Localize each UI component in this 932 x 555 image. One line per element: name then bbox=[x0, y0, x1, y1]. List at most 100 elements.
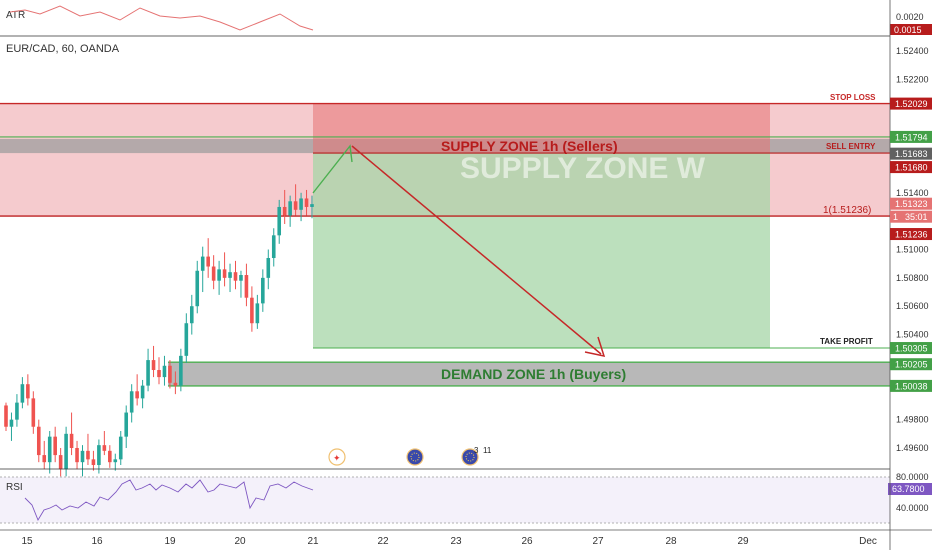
time-axis-tick: 26 bbox=[521, 536, 533, 547]
price-tag bbox=[890, 358, 932, 371]
candle-body bbox=[9, 419, 14, 427]
candle-body bbox=[97, 445, 101, 466]
candle-body bbox=[304, 198, 309, 207]
candle-body bbox=[80, 450, 85, 463]
time-axis-tick: 16 bbox=[91, 536, 103, 547]
candle-body bbox=[118, 436, 123, 460]
event-count-b: 11 bbox=[483, 446, 492, 455]
candle-body bbox=[20, 384, 25, 403]
candle-body bbox=[222, 269, 227, 278]
rsi-line bbox=[24, 479, 314, 522]
candle-body bbox=[282, 206, 287, 216]
candle-body bbox=[31, 398, 36, 427]
candle-body bbox=[293, 201, 298, 210]
candle-body bbox=[42, 455, 47, 463]
candle-body bbox=[244, 275, 249, 298]
price-axis-tick: 1.52400 bbox=[896, 46, 929, 56]
price-tag-text: 1.50038 bbox=[895, 381, 928, 391]
price-tag-text: 1.50205 bbox=[895, 360, 928, 370]
event-count-a: 3 bbox=[474, 446, 479, 455]
candle-body bbox=[146, 360, 150, 386]
candle-body bbox=[58, 455, 63, 470]
time-axis-tick: 19 bbox=[164, 536, 176, 547]
candle-body bbox=[91, 459, 96, 466]
time-axis-tick: Dec bbox=[859, 536, 877, 547]
price-tag-text: 1.51680 bbox=[895, 163, 928, 173]
candle-body bbox=[157, 370, 161, 378]
candle-body bbox=[266, 258, 271, 278]
price-axis: 1.52400 1.52200 1.51400 1.51000 1.50800 1.506… bbox=[889, 0, 932, 550]
rsi-pane: RSI 80.0000 40.0000 63.7800 bbox=[0, 472, 932, 524]
take-profit-box bbox=[313, 153, 770, 349]
candle-body bbox=[217, 269, 221, 281]
candle-body bbox=[195, 270, 200, 307]
candle-body bbox=[15, 402, 19, 420]
price-tag bbox=[890, 147, 932, 160]
candle-body bbox=[102, 445, 107, 451]
demand-zone-label: DEMAND ZONE 1h (Buyers) bbox=[441, 366, 626, 382]
price-axis-tick: 1.49600 bbox=[896, 443, 929, 453]
price-axis-tick: 1.50600 bbox=[896, 301, 929, 311]
candle-body bbox=[108, 450, 112, 463]
candle-body bbox=[239, 275, 243, 281]
candle-body bbox=[233, 272, 238, 281]
fib-label: 1(1.51236) bbox=[823, 205, 871, 216]
candle-body bbox=[69, 433, 74, 448]
stop-loss-label: STOP LOSS bbox=[830, 93, 876, 102]
candle-body bbox=[75, 448, 79, 463]
atr-pane: ATR 0.0020 0.0015 bbox=[0, 5, 932, 37]
event-icon-eu[interactable] bbox=[406, 448, 424, 466]
price-tag bbox=[890, 97, 932, 110]
candle-body bbox=[162, 365, 167, 378]
price-axis-tick: 1.49800 bbox=[896, 415, 929, 425]
candle-body bbox=[168, 365, 172, 383]
atr-line bbox=[9, 5, 314, 31]
candle-body bbox=[255, 303, 260, 324]
time-axis: 15 16 19 20 21 22 23 26 27 28 29 Dec bbox=[0, 529, 932, 547]
candle-body bbox=[64, 433, 68, 470]
demand-zone bbox=[168, 362, 890, 386]
price-axis-tick: 1.51400 bbox=[896, 188, 929, 198]
atr-label: ATR bbox=[6, 10, 25, 21]
candle-body bbox=[228, 272, 232, 278]
fib-axis-marker: 1 bbox=[893, 212, 898, 222]
price-tag-text: 1.52029 bbox=[895, 99, 928, 109]
candle-body bbox=[36, 426, 41, 456]
rsi-axis-tick: 80.0000 bbox=[896, 472, 929, 482]
candle-body bbox=[135, 391, 139, 399]
candle-body bbox=[140, 385, 145, 399]
price-tag bbox=[890, 228, 932, 241]
candle-body bbox=[151, 360, 156, 371]
price-tag-text: 35:01 bbox=[905, 212, 928, 222]
candle-body bbox=[86, 450, 90, 460]
price-tag bbox=[890, 379, 932, 392]
event-icon-multi[interactable]: 3 11 bbox=[461, 446, 492, 466]
atr-current-tag bbox=[890, 24, 932, 35]
price-tag-text: 1.51323 bbox=[895, 199, 928, 209]
candle-body bbox=[200, 256, 205, 271]
candle-body bbox=[299, 198, 303, 210]
candle-body bbox=[129, 391, 134, 413]
atr-axis-tick: 0.0020 bbox=[896, 12, 924, 22]
rsi-band bbox=[0, 477, 890, 523]
event-icon-canada[interactable]: ✦ bbox=[328, 448, 346, 466]
rsi-current-value: 63.7800 bbox=[892, 484, 925, 494]
candle-body bbox=[211, 266, 216, 281]
projection-up-line bbox=[312, 144, 353, 194]
price-tag bbox=[890, 342, 932, 355]
candle-body bbox=[4, 405, 8, 427]
candles bbox=[4, 184, 314, 477]
supply-zone-label: SUPPLY ZONE 1h (Sellers) bbox=[441, 138, 618, 154]
svg-text:✦: ✦ bbox=[333, 453, 341, 463]
stop-loss-box bbox=[313, 103, 770, 154]
candle-body bbox=[124, 412, 129, 437]
time-axis-tick: 27 bbox=[592, 536, 604, 547]
price-axis-tick: 1.51000 bbox=[896, 245, 929, 255]
price-tag-text: 1.51794 bbox=[895, 132, 928, 142]
price-pane: EUR/CAD, 60, OANDA SUPPLY ZONE W SUPPLY … bbox=[0, 43, 890, 477]
candle-body bbox=[189, 306, 194, 324]
rsi-label: RSI bbox=[6, 482, 23, 493]
price-tag-text: 1.50305 bbox=[895, 344, 928, 354]
arrow-head bbox=[584, 336, 606, 357]
